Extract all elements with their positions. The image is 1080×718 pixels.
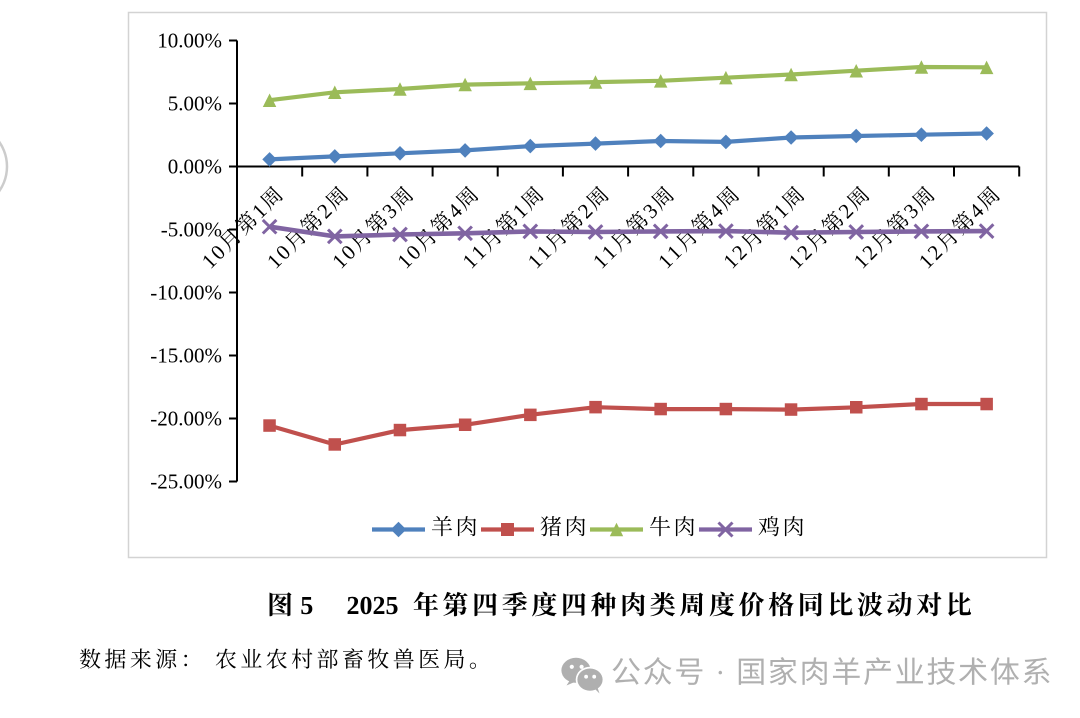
svg-text:10.00%: 10.00% [157,29,222,53]
svg-text:-15.00%: -15.00% [150,344,222,368]
svg-text:-25.00%: -25.00% [150,470,222,494]
svg-text:-10.00%: -10.00% [150,281,222,305]
svg-text:-20.00%: -20.00% [150,407,222,431]
svg-text:-5.00%: -5.00% [161,218,222,242]
svg-text:0.00%: 0.00% [168,155,222,179]
svg-text:5.00%: 5.00% [168,92,222,116]
